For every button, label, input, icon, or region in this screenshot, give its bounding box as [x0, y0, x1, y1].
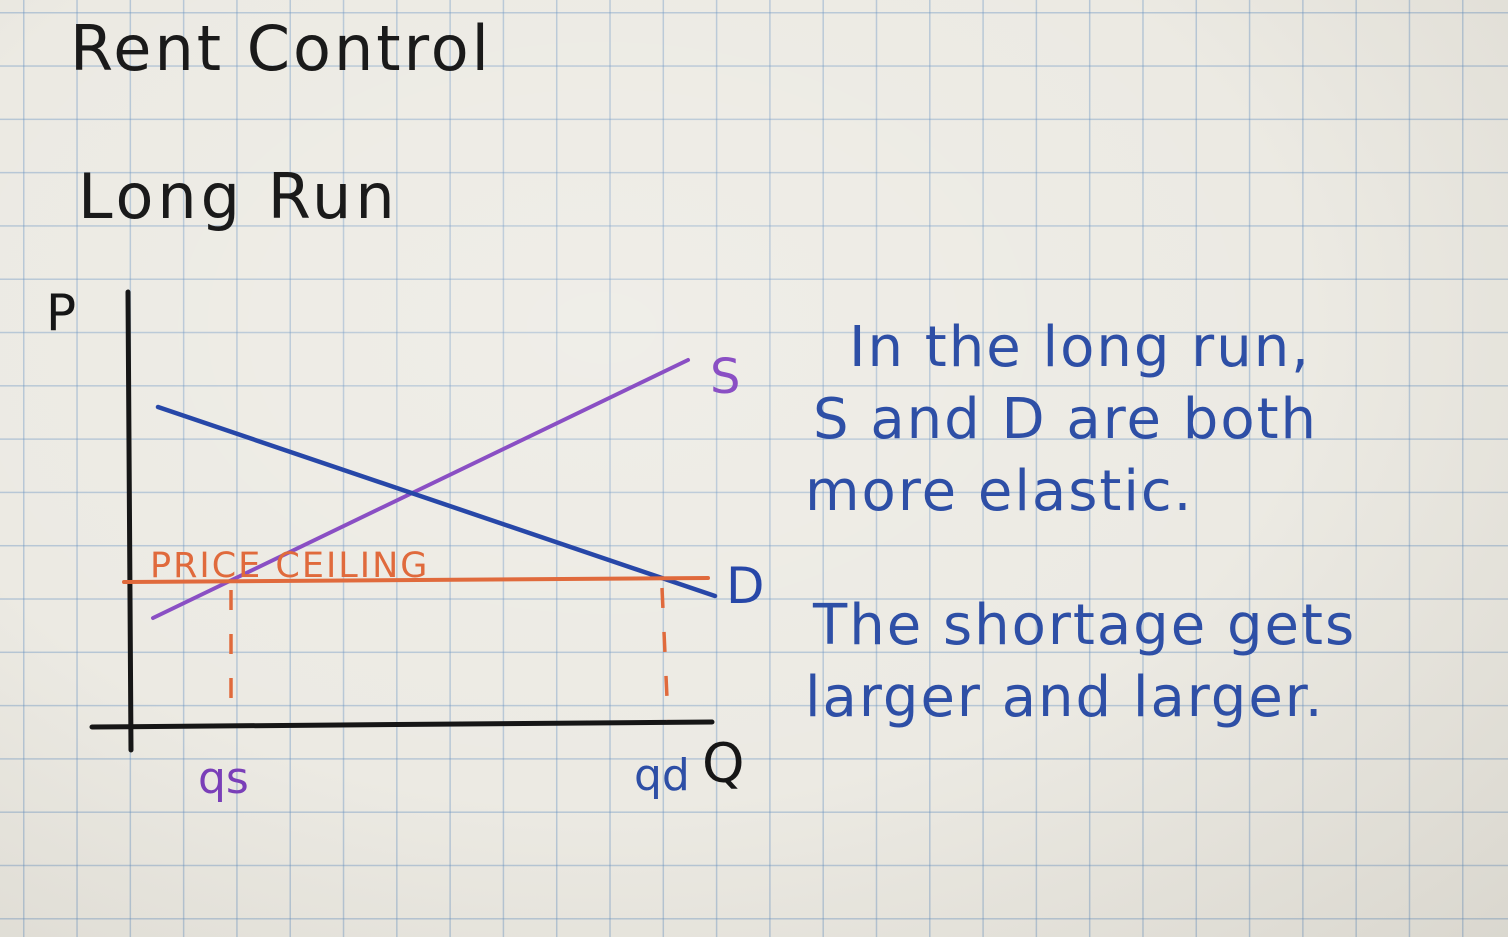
note-elasticity-line-3: more elastic.: [805, 459, 1194, 524]
note-shortage-line-1: The shortage gets: [813, 593, 1357, 658]
page-title: Rent Control: [70, 12, 492, 85]
price-ceiling-label: PRICE CEILING: [150, 546, 429, 586]
demand-curve: [155, 404, 718, 599]
y-axis: [125, 289, 134, 753]
demand-curve-label: D: [726, 557, 765, 615]
note-elasticity-line-2: S and D are both: [813, 387, 1319, 452]
supply-curve-label: S: [710, 349, 740, 405]
note-shortage: The shortage gets larger and larger.: [805, 590, 1356, 734]
qs-label: qs: [198, 753, 249, 804]
note-elasticity-line-1: In the long run,: [849, 315, 1311, 380]
price-ceiling-line: [122, 576, 710, 584]
note-elasticity: In the long run, S and D are both more e…: [805, 312, 1318, 528]
qd-label: qd: [634, 750, 690, 801]
qd-dashed-guide: [660, 587, 670, 721]
page-subtitle: Long Run: [78, 160, 399, 233]
x-axis: [89, 719, 715, 730]
supply-curve: [151, 358, 690, 620]
note-shortage-line-2: larger and larger.: [805, 665, 1325, 730]
x-axis-label: Q: [702, 732, 745, 795]
y-axis-label: P: [46, 284, 76, 342]
